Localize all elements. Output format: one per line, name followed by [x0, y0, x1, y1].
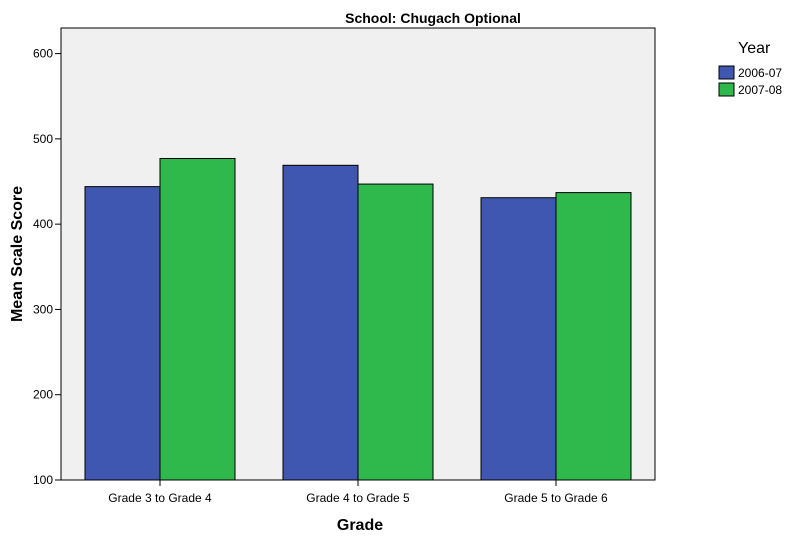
x-tick-label: Grade 4 to Grade 5: [306, 491, 410, 505]
y-tick-label: 600: [33, 47, 53, 61]
y-axis-label: Mean Scale Score: [9, 186, 26, 322]
x-axis-label: Grade: [337, 517, 383, 534]
legend-label: 2007-08: [738, 83, 782, 97]
bar-2006-07-1: [84, 186, 161, 481]
legend-swatch: [718, 82, 735, 97]
bar-2007-08-3: [555, 192, 632, 481]
y-tick-label: 300: [33, 302, 53, 316]
bar-2006-07-2: [282, 164, 359, 481]
y-tick-label: 400: [33, 217, 53, 231]
x-axis: Grade 3 to Grade 4 Grade 4 to Grade 5 Grad…: [108, 480, 608, 505]
bar-2007-08-2: [357, 183, 434, 481]
y-axis: 100 200 300 400 500 600: [33, 47, 61, 487]
legend-swatch: [718, 65, 735, 80]
y-tick-label: 500: [33, 132, 53, 146]
bars: [84, 157, 632, 481]
bar-2006-07-3: [480, 197, 557, 481]
y-tick-label: 100: [33, 473, 53, 487]
y-tick-label: 200: [33, 388, 53, 402]
bar-2007-08-1: [159, 157, 236, 481]
chart-title: School: Chugach Optional: [345, 10, 521, 26]
legend-label: 2006-07: [738, 66, 782, 80]
x-tick-label: Grade 3 to Grade 4: [108, 491, 212, 505]
x-tick-label: Grade 5 to Grade 6: [504, 491, 608, 505]
legend-title: Year: [738, 40, 771, 57]
legend: Year 2006-07 2007-08: [718, 40, 782, 97]
